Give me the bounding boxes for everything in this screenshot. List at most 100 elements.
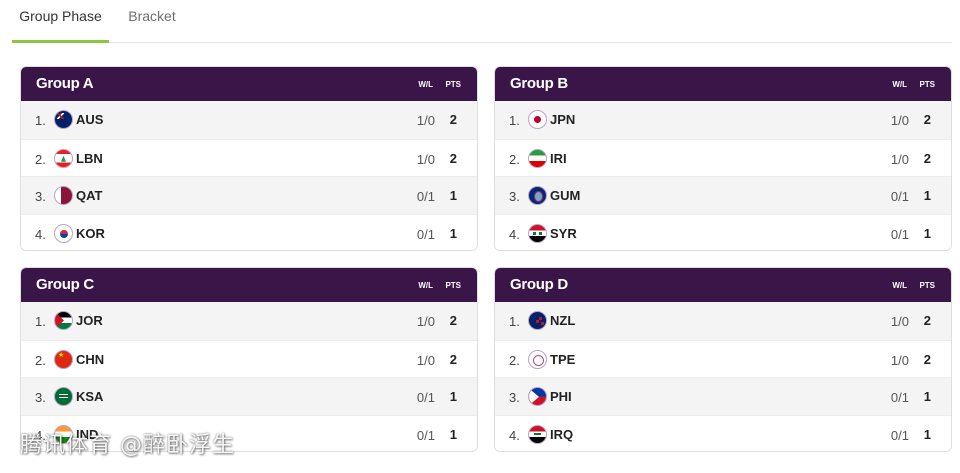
team-code[interactable]: TPE <box>550 351 576 367</box>
standings-row[interactable]: 3. KSA 0/1 1 <box>21 377 477 416</box>
group-a-card: Group A W/L PTS 1. AUS 1/0 2 2. LBN 1/0 … <box>20 66 478 251</box>
wl-column-header: W/L <box>418 281 433 290</box>
standings-row[interactable]: 2. LBN 1/0 2 <box>21 138 477 177</box>
points: 2 <box>923 351 931 367</box>
team-code[interactable]: IRI <box>550 150 567 166</box>
team-code[interactable]: CHN <box>76 351 105 367</box>
standings-row[interactable]: 2. TPE 1/0 2 <box>495 339 951 378</box>
iran-flag-icon <box>528 148 547 168</box>
team-code[interactable]: AUS <box>76 112 104 127</box>
team-code[interactable]: GUM <box>550 188 581 204</box>
rank: 3. <box>35 189 46 205</box>
points: 2 <box>923 313 931 328</box>
win-loss: 1/0 <box>416 314 435 329</box>
points: 1 <box>923 226 931 242</box>
tab-bracket[interactable]: Bracket <box>128 8 176 24</box>
standings-row[interactable]: 2. IRI 1/0 2 <box>495 138 951 177</box>
korea-flag-icon <box>54 224 73 244</box>
win-loss: 1/0 <box>416 113 435 128</box>
points: 1 <box>923 188 931 204</box>
group-title: Group A <box>36 75 94 92</box>
points: 1 <box>923 427 931 443</box>
win-loss: 0/1 <box>890 227 909 243</box>
team-code[interactable]: JOR <box>76 313 103 328</box>
group-header: Group C W/L PTS <box>21 268 477 302</box>
team-code[interactable]: NZL <box>550 313 576 328</box>
win-loss: 0/1 <box>416 189 435 205</box>
rank: 4. <box>509 428 520 444</box>
team-code[interactable]: SYR <box>550 226 577 242</box>
group-header: Group B W/L PTS <box>495 67 951 101</box>
syria-flag-icon <box>528 224 547 244</box>
rank: 2. <box>35 352 46 368</box>
japan-flag-icon <box>528 110 547 129</box>
points: 1 <box>923 389 931 405</box>
pts-column-header: PTS <box>445 80 461 89</box>
saudi-arabia-flag-icon <box>54 387 73 407</box>
points: 1 <box>449 427 457 443</box>
rank: 4. <box>35 227 46 243</box>
points: 2 <box>449 313 457 328</box>
standings-row[interactable]: 3. PHI 0/1 1 <box>495 377 951 416</box>
standings-row[interactable]: 4. IRQ 0/1 1 <box>495 415 951 451</box>
points: 2 <box>449 351 457 367</box>
rank: 2. <box>509 151 520 167</box>
qatar-flag-icon <box>54 186 73 206</box>
win-loss: 1/0 <box>890 314 909 329</box>
team-code[interactable]: KOR <box>76 226 105 242</box>
new-zealand-flag-icon <box>528 311 547 330</box>
win-loss: 1/0 <box>890 151 909 167</box>
group-c-card: Group C W/L PTS 1. JOR 1/0 2 2. CHN 1/0 … <box>20 267 478 452</box>
win-loss: 0/1 <box>890 428 909 444</box>
win-loss: 0/1 <box>890 189 909 205</box>
iraq-flag-icon <box>528 425 547 445</box>
group-title: Group C <box>36 276 94 293</box>
chinese-taipei-flag-icon <box>528 349 547 369</box>
win-loss: 1/0 <box>890 113 909 128</box>
standings-row[interactable]: 1. NZL 1/0 2 <box>495 302 951 340</box>
standings-row[interactable]: 2. CHN 1/0 2 <box>21 339 477 378</box>
standings-row[interactable]: 3. QAT 0/1 1 <box>21 176 477 215</box>
rank: 1. <box>35 113 46 128</box>
team-code[interactable]: IND <box>76 427 99 443</box>
standings-row[interactable]: 4. SYR 0/1 1 <box>495 214 951 250</box>
team-code[interactable]: KSA <box>76 389 104 405</box>
standings-row[interactable]: 1. JOR 1/0 2 <box>21 302 477 340</box>
wl-column-header: W/L <box>892 281 907 290</box>
team-code[interactable]: PHI <box>550 389 572 405</box>
win-loss: 0/1 <box>416 390 435 406</box>
team-code[interactable]: JPN <box>550 112 576 127</box>
standings-row[interactable]: 1. JPN 1/0 2 <box>495 101 951 139</box>
rank: 2. <box>35 151 46 167</box>
pts-column-header: PTS <box>919 281 935 290</box>
group-d-card: Group D W/L PTS 1. NZL 1/0 2 2. TPE 1/0 … <box>494 267 952 452</box>
rank: 4. <box>509 227 520 243</box>
group-header: Group D W/L PTS <box>495 268 951 302</box>
rank: 3. <box>35 390 46 406</box>
team-code[interactable]: QAT <box>76 188 103 204</box>
points: 1 <box>449 226 457 242</box>
tab-group-phase[interactable]: Group Phase <box>12 0 109 43</box>
win-loss: 0/1 <box>890 390 909 406</box>
rank: 3. <box>509 189 520 205</box>
lebanon-flag-icon <box>54 148 73 168</box>
rank: 3. <box>509 390 520 406</box>
points: 2 <box>449 112 457 127</box>
wl-column-header: W/L <box>418 80 433 89</box>
standings-row[interactable]: 3. GUM 0/1 1 <box>495 176 951 215</box>
rank: 1. <box>509 113 520 128</box>
win-loss: 1/0 <box>890 352 909 368</box>
group-b-card: Group B W/L PTS 1. JPN 1/0 2 2. IRI 1/0 … <box>494 66 952 251</box>
group-header: Group A W/L PTS <box>21 67 477 101</box>
team-code[interactable]: IRQ <box>550 427 574 443</box>
standings-row[interactable]: 4. IND 0/1 1 <box>21 415 477 451</box>
watermark: 腾讯体育 @醉卧浮生 <box>20 433 235 458</box>
standings-row[interactable]: 1. AUS 1/0 2 <box>21 101 477 139</box>
rank: 1. <box>35 314 46 329</box>
rank: 4. <box>35 428 46 444</box>
win-loss: 0/1 <box>416 428 435 444</box>
standings-row[interactable]: 4. KOR 0/1 1 <box>21 214 477 250</box>
points: 1 <box>449 188 457 204</box>
win-loss: 1/0 <box>416 151 435 167</box>
team-code[interactable]: LBN <box>76 150 103 166</box>
